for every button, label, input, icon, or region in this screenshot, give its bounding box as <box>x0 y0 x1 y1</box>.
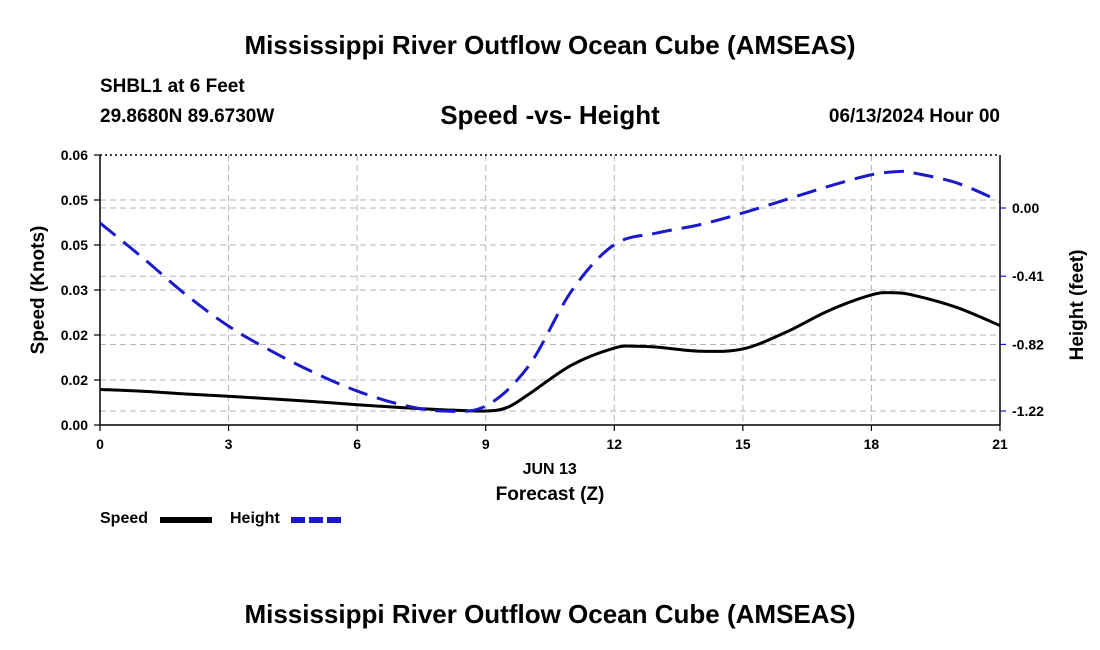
y-left-tick-label: 0.06 <box>61 147 88 163</box>
footer-title: Mississippi River Outflow Ocean Cube (AM… <box>244 599 856 629</box>
series-height-line <box>99 169 1001 414</box>
y-left-tick-label: 0.05 <box>61 237 88 253</box>
y-left-tick-label: 0.00 <box>61 417 88 433</box>
y-left-tick-label: 0.05 <box>61 192 88 208</box>
coordinates-label: 29.8680N 89.6730W <box>100 106 275 127</box>
y-right-tick-label: -1.22 <box>1012 403 1044 419</box>
x-tick-label: 9 <box>482 436 490 452</box>
y-right-tick-label: 0.00 <box>1012 200 1039 216</box>
legend-height-label: Height <box>230 510 280 527</box>
y-axis-right-title: Height (feet) <box>1067 250 1088 361</box>
x-tick-label: 21 <box>992 436 1008 452</box>
y-right-tick-label: -0.41 <box>1012 268 1044 284</box>
chart-subtitle: Speed -vs- Height <box>440 100 660 130</box>
y-left-tick-label: 0.02 <box>61 372 88 388</box>
x-axis-date-label: JUN 13 <box>523 461 577 478</box>
x-tick-label: 6 <box>353 436 361 452</box>
datetime-label: 06/13/2024 Hour 00 <box>828 106 1000 127</box>
x-tick-label: 12 <box>606 436 622 452</box>
x-tick-label: 0 <box>96 436 104 452</box>
x-axis-title: Forecast (Z) <box>496 484 605 505</box>
y-right-tick-label: -0.82 <box>1012 336 1044 352</box>
y-left-tick-label: 0.03 <box>61 282 88 298</box>
series-speed-line <box>99 291 1001 413</box>
x-tick-label: 18 <box>864 436 880 452</box>
legend-speed-label: Speed <box>100 510 149 527</box>
x-tick-label: 15 <box>735 436 751 452</box>
station-label: SHBL1 at 6 Feet <box>100 76 245 97</box>
y-left-tick-label: 0.02 <box>61 327 88 343</box>
main-title: Mississippi River Outflow Ocean Cube (AM… <box>244 30 856 60</box>
x-tick-label: 3 <box>225 436 233 452</box>
y-axis-left-title: Speed (Knots) <box>28 226 49 355</box>
